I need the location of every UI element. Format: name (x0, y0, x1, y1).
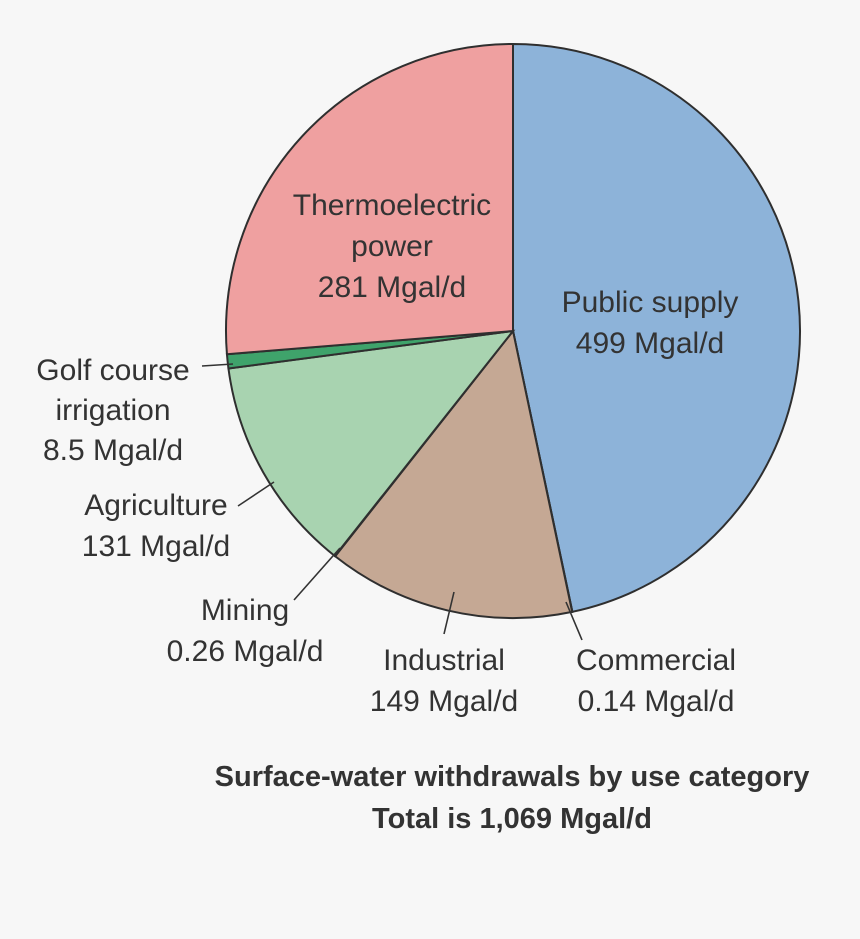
label-agriculture: Agriculture 131 Mgal/d (82, 489, 230, 563)
chart-subtitle: Total is 1,069 Mgal/d (372, 803, 652, 835)
leader-line-industrial (443, 591, 455, 635)
label-public-supply: Public supply 499 Mgal/d (562, 286, 739, 360)
slice-public-supply (512, 42, 801, 613)
slice-industrial (333, 328, 574, 619)
label-value-industrial: 149 Mgal/d (370, 685, 518, 718)
leader-line-golf-course-irrigation (201, 363, 234, 367)
leader-line-commercial (565, 601, 583, 641)
slice-agriculture (227, 329, 516, 558)
label-golf-course-irrigation: Golf course irrigation 8.5 Mgal/d (36, 354, 189, 467)
label-name-thermoelectric-power: Thermoelectric (293, 189, 491, 222)
label-value-mining: 0.26 Mgal/d (167, 635, 324, 668)
label-name-public-supply: Public supply (562, 286, 739, 319)
label-industrial: Industrial 149 Mgal/d (370, 644, 518, 718)
label-name-mining: Mining (201, 594, 289, 627)
slice-labels: Public supply 499 Mgal/d Commercial 0.14 Mg… (36, 189, 738, 718)
label-name-thermoelectric-power: power (351, 230, 433, 263)
pie-slices (225, 42, 801, 619)
label-thermoelectric-power: Thermoelectric power 281 Mgal/d (293, 189, 491, 304)
label-mining: Mining 0.26 Mgal/d (167, 594, 324, 668)
label-value-golf-course-irrigation: 8.5 Mgal/d (43, 434, 183, 467)
label-value-agriculture: 131 Mgal/d (82, 530, 230, 563)
chart-title: Surface-water withdrawals by use categor… (215, 761, 810, 793)
leader-lines (201, 363, 583, 641)
label-value-public-supply: 499 Mgal/d (576, 327, 724, 360)
label-name-golf-course-irrigation: irrigation (55, 394, 170, 427)
leader-line-mining (293, 547, 341, 601)
label-value-thermoelectric-power: 281 Mgal/d (318, 271, 466, 304)
slice-thermoelectric-power (225, 42, 514, 356)
label-name-industrial: Industrial (383, 644, 505, 677)
label-name-golf-course-irrigation: Golf course (36, 354, 189, 387)
leader-line-agriculture (237, 481, 275, 507)
label-name-commercial: Commercial (576, 644, 736, 677)
label-commercial: Commercial 0.14 Mgal/d (576, 644, 736, 718)
label-name-agriculture: Agriculture (84, 489, 227, 522)
label-value-commercial: 0.14 Mgal/d (578, 685, 735, 718)
